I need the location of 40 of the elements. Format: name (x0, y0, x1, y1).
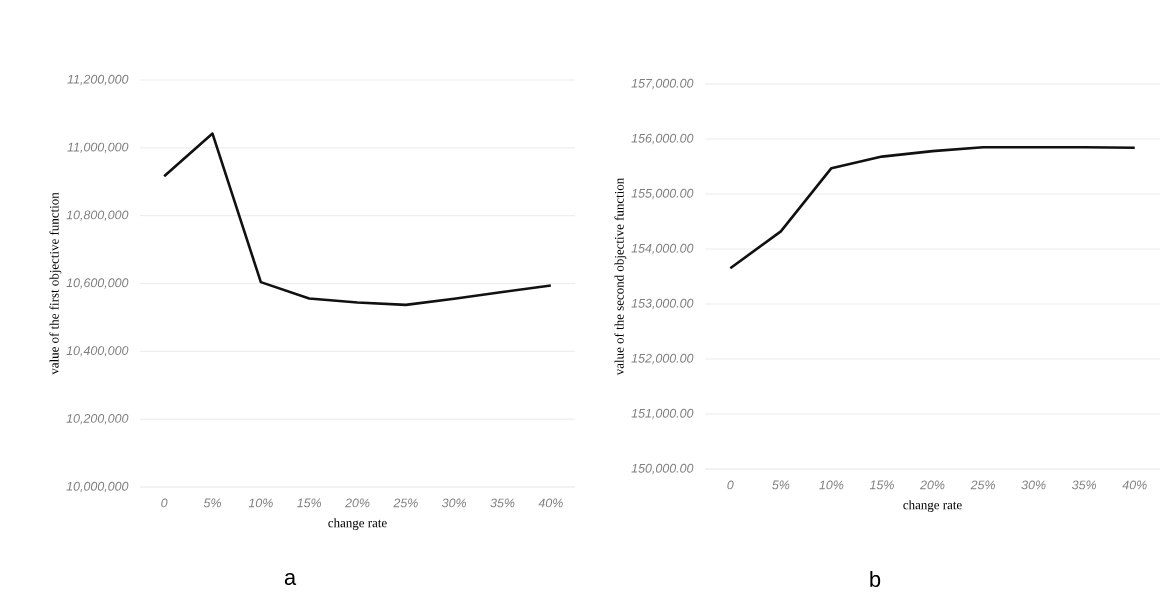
y-axis-title: value of the first objective function (49, 192, 62, 375)
x-tick-label: 40% (1122, 480, 1147, 490)
y-tick-label: 10,600,000 (66, 278, 129, 289)
x-tick-label: 5% (772, 480, 790, 490)
x-tick-label: 15% (297, 498, 322, 508)
x-tick-label: 25% (393, 498, 418, 508)
y-tick-label: 151,000.00 (631, 408, 694, 420)
y-tick-label: 153,000.00 (631, 298, 694, 310)
y-tick-label: 152,000.00 (631, 353, 694, 365)
x-tick-label: 10% (248, 498, 273, 508)
y-axis-title: value of the second objective function (614, 177, 627, 376)
y-tick-label: 10,200,000 (66, 414, 129, 425)
x-axis-title: change rate (903, 500, 962, 512)
y-tick-label: 10,000,000 (66, 481, 129, 493)
text: b (870, 570, 881, 588)
line-series (162, 132, 553, 307)
x-tick-label: 35% (1072, 480, 1097, 490)
text: a (284, 572, 297, 586)
y-tick-label: 10,800,000 (66, 210, 129, 221)
x-tick-label: 0 (161, 498, 168, 508)
y-tick-label: 157,000.00 (631, 78, 694, 90)
x-tick-label: 40% (538, 498, 563, 508)
x-tick-label: 30% (442, 498, 467, 508)
y-tick-label: 156,000.00 (631, 133, 694, 145)
x-tick-label: 35% (490, 498, 515, 508)
x-tick-label: 30% (1021, 480, 1046, 490)
y-tick-label: 155,000.00 (631, 188, 694, 200)
y-tick-label: 11,000,000 (67, 142, 129, 153)
x-tick-label: 25% (970, 480, 995, 490)
x-tick-label: 15% (869, 480, 894, 490)
x-tick-label: 20% (344, 498, 370, 508)
x-tick-label: 20% (919, 480, 945, 490)
x-axis-title: change rate (328, 518, 387, 530)
y-tick-label: 154,000.00 (631, 243, 694, 255)
y-tick-label: 10,400,000 (66, 346, 129, 357)
x-tick-label: 10% (819, 480, 844, 490)
x-tick-label: 0 (727, 480, 734, 490)
y-tick-label: 150,000.00 (631, 463, 694, 475)
x-tick-label: 5% (203, 498, 221, 508)
y-tick-label: 11,200,000 (67, 74, 129, 86)
